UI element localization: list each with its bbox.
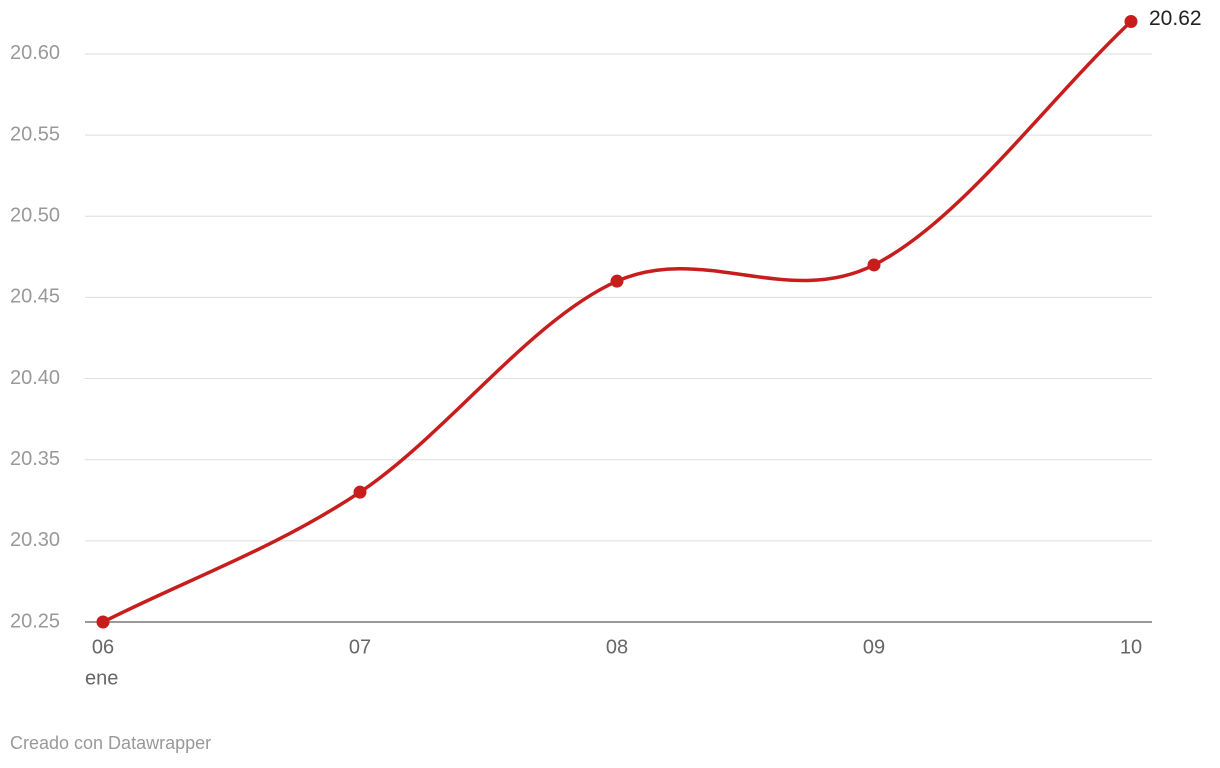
y-tick-label: 20.25 [10, 610, 60, 632]
point [867, 258, 881, 272]
footer: Creado con Datawrapper [10, 733, 211, 753]
x-tick-label: 06 [92, 636, 114, 658]
point [1124, 15, 1138, 28]
y-tick-label: 20.30 [10, 529, 60, 551]
point [353, 485, 367, 499]
y-tick-label: 20.60 [10, 42, 60, 64]
y-tick-label: 20.50 [10, 205, 60, 227]
x-tick-sublabel: ene [85, 667, 118, 689]
y-tick-label: 20.40 [10, 367, 60, 389]
point [610, 274, 624, 288]
x-tick-label: 07 [349, 636, 371, 658]
line [102, 20, 1133, 624]
y-tick-label: 20.55 [10, 123, 60, 145]
y-tick-label: 20.35 [10, 448, 60, 470]
y-tick-label: 20.45 [10, 286, 60, 308]
x-tick-label: 09 [863, 636, 885, 658]
value-label: 20.62 [1149, 7, 1202, 30]
x-tick-label: 08 [606, 636, 628, 658]
point [96, 615, 110, 629]
x-tick-label: 10 [1120, 636, 1142, 658]
